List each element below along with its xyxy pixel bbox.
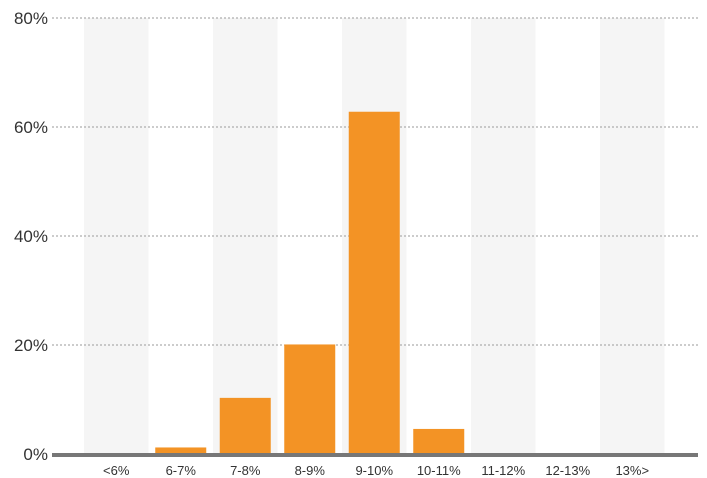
x-tick-label: 8-9% — [295, 463, 326, 478]
bar — [155, 447, 207, 454]
bar — [284, 344, 336, 454]
x-tick-label: 9-10% — [355, 463, 393, 478]
bar — [219, 397, 271, 454]
x-tick-label: 10-11% — [417, 463, 461, 478]
x-tick-label: 13%> — [615, 463, 649, 478]
y-axis-ticks: 0% 20% 40% 60% 80% — [14, 9, 48, 464]
bars — [155, 111, 465, 455]
y-tick-label: 20% — [14, 336, 48, 355]
x-tick-label: 12-13% — [545, 463, 590, 478]
x-tick-label: <6% — [103, 463, 130, 478]
y-tick-label: 60% — [14, 118, 48, 137]
x-tick-label: 6-7% — [166, 463, 197, 478]
x-tick-label: 11-12% — [481, 463, 525, 478]
x-axis-ticks: <6% 6-7% 7-8% 8-9% 9-10% 10-11% 11-12% 12-13% 13… — [103, 463, 649, 478]
bar — [348, 111, 400, 455]
y-tick-label: 80% — [14, 9, 48, 28]
y-tick-label: 0% — [23, 445, 48, 464]
x-tick-label: 7-8% — [230, 463, 261, 478]
bar — [413, 428, 465, 454]
y-tick-label: 40% — [14, 227, 48, 246]
